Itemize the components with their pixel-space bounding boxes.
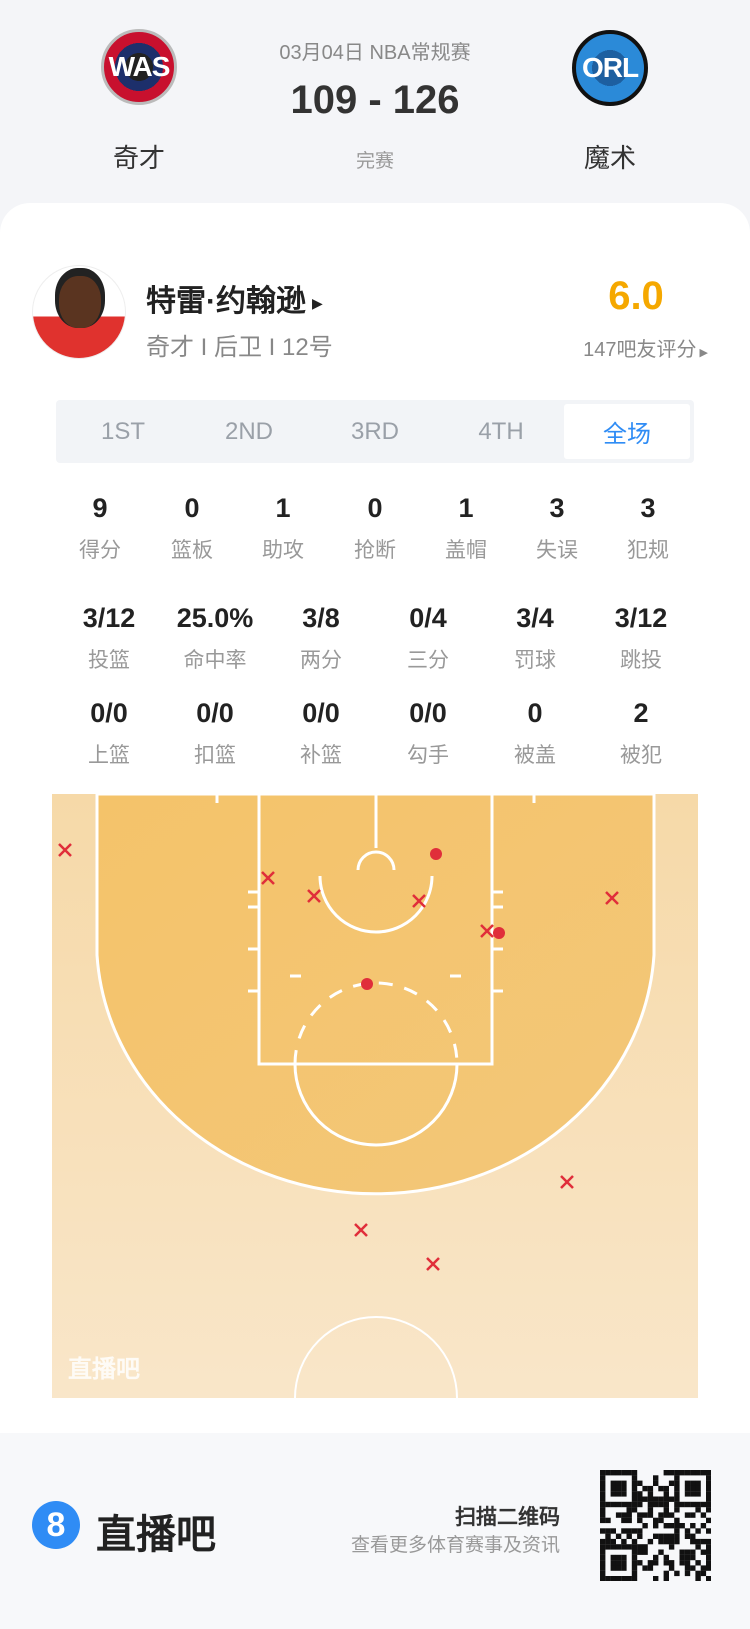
shot-missed — [560, 1175, 574, 1189]
tab-2nd[interactable]: 2ND — [224, 417, 273, 445]
game-date-league: 03月04日 NBA常规赛 — [279, 42, 471, 64]
stat-label: 补篮 — [300, 744, 342, 767]
caret-right-icon: ▶ — [312, 294, 323, 311]
qr-code[interactable] — [600, 1470, 711, 1581]
stat-label: 被盖 — [514, 744, 556, 767]
stat-value: 0/0 — [90, 698, 128, 728]
stat-label: 篮板 — [171, 539, 213, 562]
stat-label: 投篮 — [88, 649, 130, 672]
stat-label: 抢断 — [354, 539, 396, 562]
stat-value: 3/12 — [614, 603, 668, 633]
stat-value: 3 — [549, 493, 565, 523]
shot-missed — [426, 1257, 440, 1271]
stat-label: 盖帽 — [445, 539, 487, 562]
tab-4th[interactable]: 4TH — [478, 417, 524, 445]
game-score: 109 - 126 — [290, 78, 460, 122]
stat-label: 勾手 — [407, 744, 449, 767]
stat-label: 被犯 — [620, 744, 662, 767]
shot-missed — [480, 924, 494, 938]
brand-logo-icon: 8 — [32, 1501, 80, 1549]
shot-made — [430, 848, 442, 860]
player-rating: 6.0 — [608, 274, 664, 318]
three-point-line — [95, 794, 656, 1196]
free-throw-circle-bottom — [293, 1063, 459, 1147]
stat-value: 3 — [640, 493, 656, 523]
home-team-name[interactable]: 奇才 — [112, 143, 166, 173]
player-name-link[interactable]: 特雷·约翰逊 ▶ — [146, 285, 323, 318]
stat-label: 上篮 — [88, 744, 130, 767]
stat-value: 3/12 — [82, 603, 136, 633]
stat-value: 0 — [527, 698, 543, 728]
stat-value: 0 — [184, 493, 200, 523]
shot-missed — [354, 1223, 368, 1237]
stat-value: 2 — [633, 698, 649, 728]
stat-value: 9 — [92, 493, 108, 523]
shot-missed — [412, 894, 426, 908]
shot-chart: 直播吧 — [52, 794, 698, 1398]
rating-link[interactable]: 147吧友评分 ▶ — [583, 339, 708, 361]
shot-missed — [261, 871, 275, 885]
stat-label: 失误 — [536, 539, 578, 562]
tab-1st[interactable]: 1ST — [100, 417, 145, 445]
scan-title: 扫描二维码 — [455, 1506, 560, 1529]
stat-label: 助攻 — [262, 539, 304, 562]
stat-label: 两分 — [300, 649, 342, 672]
center-circle — [294, 1316, 458, 1398]
brand-name: 直播吧 — [96, 1513, 216, 1557]
hoop — [356, 850, 396, 871]
stat-value: 1 — [275, 493, 291, 523]
free-throw-circle-top — [293, 981, 459, 1065]
watermark-logo: 直播吧 — [68, 1356, 140, 1383]
was-team-logo: WAS — [101, 29, 177, 105]
player-meta: 奇才 I 后卫 I 12号 — [146, 334, 333, 361]
shot-made — [361, 978, 373, 990]
stat-label: 得分 — [79, 539, 121, 562]
shot-made — [493, 927, 505, 939]
stat-label: 跳投 — [620, 649, 662, 672]
shot-missed — [307, 889, 321, 903]
stat-value: 0/0 — [196, 698, 234, 728]
stat-label: 三分 — [407, 649, 449, 672]
stat-value: 3/4 — [516, 603, 554, 633]
away-team-name[interactable]: 魔术 — [583, 143, 637, 173]
orl-team-logo: ORL — [572, 30, 648, 106]
shot-missed — [605, 891, 619, 905]
player-avatar[interactable] — [32, 265, 126, 359]
stat-value: 3/8 — [302, 603, 340, 633]
shot-missed — [58, 843, 72, 857]
stat-value: 0/0 — [409, 698, 447, 728]
period-tabs: 1ST 2ND 3RD 4TH 全场 — [56, 400, 694, 463]
stat-label: 犯规 — [627, 539, 669, 562]
scan-subtitle: 查看更多体育赛事及资讯 — [350, 1535, 560, 1556]
stat-value: 25.0% — [176, 603, 254, 633]
tab-全场[interactable]: 全场 — [564, 404, 690, 459]
tab-3rd[interactable]: 3RD — [350, 417, 399, 445]
stat-value: 1 — [458, 493, 474, 523]
stat-value: 0/0 — [302, 698, 340, 728]
game-status: 完赛 — [355, 151, 395, 172]
caret-right-icon: ▶ — [699, 347, 708, 359]
stat-value: 0 — [367, 493, 383, 523]
stat-label: 罚球 — [514, 649, 556, 672]
stat-value: 0/4 — [409, 603, 447, 633]
stat-label: 扣篮 — [194, 744, 236, 767]
stat-label: 命中率 — [183, 649, 247, 672]
restricted-area — [318, 875, 434, 934]
